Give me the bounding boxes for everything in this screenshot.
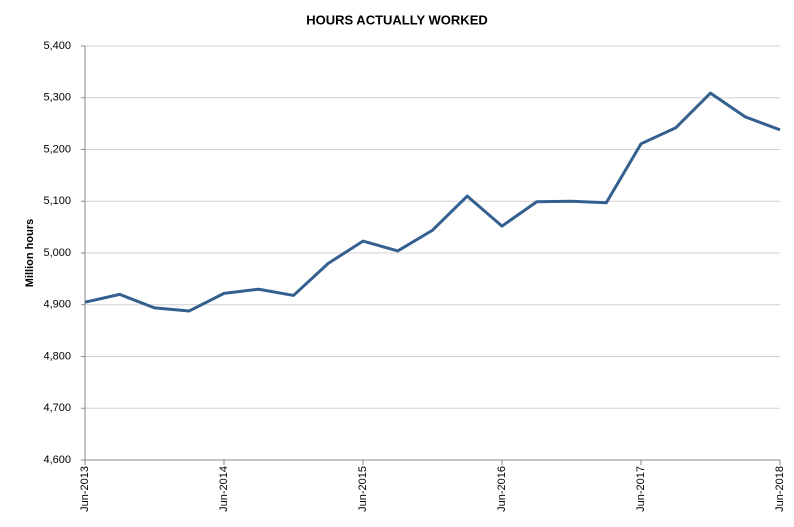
y-tick-label: 4,800 <box>43 350 71 362</box>
y-tick-label: 5,300 <box>43 92 71 104</box>
x-tick-label: Jun-2016 <box>496 466 508 512</box>
x-tick-label: Jun-2014 <box>218 466 230 512</box>
x-tick-label: Jun-2013 <box>79 466 91 512</box>
chart-title: HOURS ACTUALLY WORKED <box>306 12 488 27</box>
y-tick-label: 5,000 <box>43 247 71 259</box>
data-line <box>84 91 781 313</box>
x-tick-label: Jun-2018 <box>774 466 786 512</box>
y-tick-label: 5,200 <box>43 143 71 155</box>
y-tick-label: 4,700 <box>43 402 71 414</box>
y-tick-label: 4,900 <box>43 299 71 311</box>
x-tick-label: Jun-2015 <box>357 466 369 512</box>
y-tick-label: 5,100 <box>43 195 71 207</box>
y-tick-label: 5,400 <box>43 40 71 52</box>
y-axis-label: Million hours <box>24 219 36 287</box>
x-tick-label: Jun-2017 <box>635 466 647 512</box>
y-tick-label: 4,600 <box>43 454 71 466</box>
